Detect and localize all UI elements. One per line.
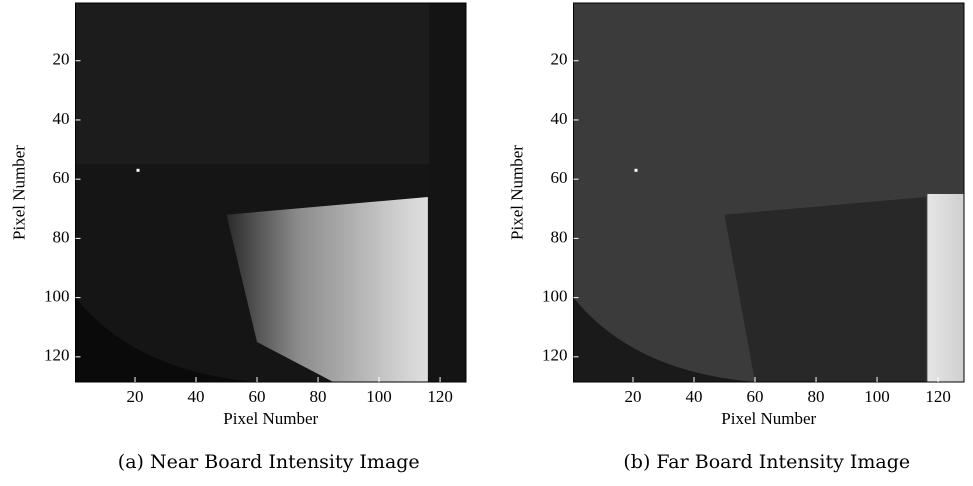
dark-arc: [573, 297, 756, 382]
y-tick-label: 100: [542, 287, 568, 306]
caption: (a) Near Board Intensity Image: [118, 451, 420, 473]
hot-pixel: [634, 168, 638, 172]
y-tick-label: 20: [53, 50, 70, 69]
y-tick-label: 120: [44, 346, 70, 365]
x-tick-label: 80: [808, 387, 825, 406]
x-tick-label: 120: [427, 387, 453, 406]
caption: (b) Far Board Intensity Image: [623, 451, 910, 473]
y-axis-label: Pixel Number: [507, 145, 526, 240]
right-dark: [429, 3, 466, 382]
x-axis-label: Pixel Number: [223, 409, 318, 428]
dark-board: [724, 196, 926, 382]
bright-board: [226, 196, 428, 382]
x-axis-label: Pixel Number: [721, 409, 816, 428]
x-tick-label: 60: [747, 387, 764, 406]
dark-arc: [75, 297, 258, 382]
x-tick-label: 120: [925, 387, 951, 406]
bright-strip: [927, 193, 964, 382]
y-tick-label: 40: [551, 109, 568, 128]
plot-frame: [75, 2, 467, 383]
y-tick-label: 80: [53, 227, 70, 246]
x-tick-label: 100: [864, 387, 890, 406]
y-tick-label: 60: [551, 168, 568, 187]
image-plot: [75, 2, 467, 383]
x-tick-label: 20: [126, 387, 143, 406]
image-plot: [573, 2, 965, 383]
x-tick-label: 60: [249, 387, 266, 406]
y-tick-label: 40: [53, 109, 70, 128]
y-tick-label: 80: [551, 227, 568, 246]
image-top: [75, 3, 466, 165]
x-tick-label: 40: [188, 387, 205, 406]
x-tick-label: 20: [624, 387, 641, 406]
y-tick-label: 100: [44, 287, 70, 306]
y-tick-label: 20: [551, 50, 568, 69]
x-tick-label: 80: [310, 387, 327, 406]
hot-pixel: [136, 168, 140, 172]
y-axis-label: Pixel Number: [9, 145, 28, 240]
y-tick-label: 120: [542, 346, 568, 365]
x-tick-label: 40: [686, 387, 703, 406]
x-tick-label: 100: [366, 387, 392, 406]
plot-frame: [573, 2, 965, 383]
y-tick-label: 60: [53, 168, 70, 187]
